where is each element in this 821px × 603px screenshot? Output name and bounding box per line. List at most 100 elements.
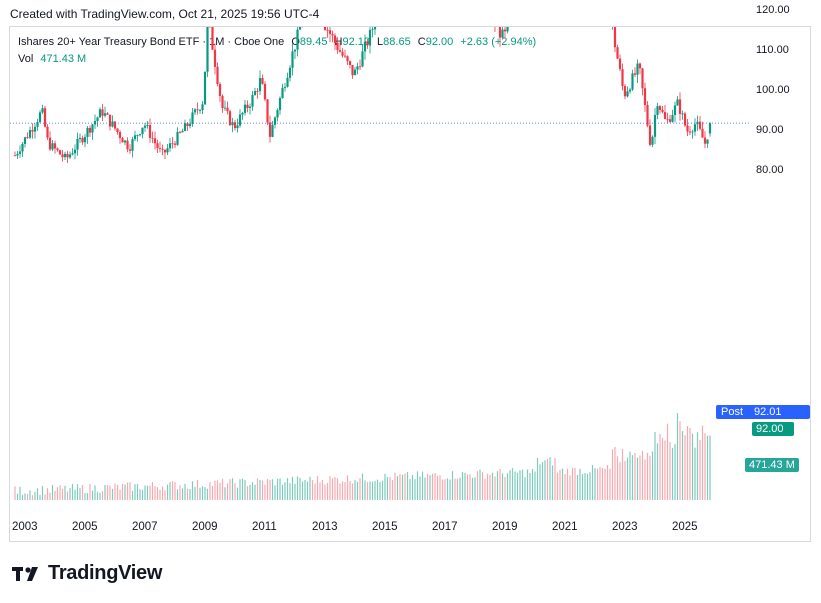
candle [91, 123, 94, 140]
volume-bar [66, 491, 69, 500]
volume-bar [134, 484, 136, 500]
volume-bar [61, 488, 64, 500]
candle [173, 140, 177, 149]
volume-bar [89, 483, 91, 500]
volume-bar [621, 448, 624, 500]
volume-bar [354, 480, 356, 500]
candle [506, 27, 509, 34]
volume-bar [106, 485, 109, 500]
volume-bar [91, 490, 94, 500]
volume-bar [646, 452, 649, 500]
volume-bar [41, 486, 44, 500]
volume-bar [371, 481, 374, 500]
candle [628, 87, 632, 94]
volume-bar [331, 478, 334, 500]
volume-bar [164, 490, 166, 500]
candle [158, 141, 162, 153]
volume-bar [111, 488, 114, 500]
volume-bar [454, 478, 456, 500]
volume-bar [544, 460, 546, 500]
candle [373, 27, 377, 35]
volume-bar [591, 464, 594, 500]
volume-bar [509, 470, 511, 500]
candle [361, 44, 364, 68]
candle [281, 83, 284, 99]
candle [363, 34, 367, 60]
candle [43, 105, 47, 128]
volume-bar [526, 469, 529, 500]
volume-bar [699, 440, 701, 500]
candle [193, 107, 197, 116]
y-tick-label: 100.00 [756, 84, 790, 96]
candle [196, 102, 199, 115]
volume-bar [156, 487, 159, 500]
volume-bar [234, 483, 236, 500]
candle [186, 121, 189, 131]
candle [236, 118, 239, 133]
volume-bar [486, 473, 489, 500]
volume-bar [64, 485, 66, 500]
volume-bar [326, 482, 329, 500]
candle [121, 136, 124, 143]
candle [333, 33, 337, 50]
volume-bar [166, 484, 169, 500]
volume-bar [76, 484, 79, 500]
volume-bar [21, 495, 24, 500]
volume-bar [586, 473, 589, 500]
candle [183, 119, 187, 132]
legend-open: O89.45 [291, 36, 328, 48]
candle [251, 90, 254, 111]
candle [666, 112, 669, 124]
volume-bar [374, 480, 376, 500]
last-price-badge: 92.00 [752, 422, 794, 436]
candle [58, 149, 62, 155]
volume-bar [679, 421, 681, 500]
volume-bar [309, 476, 311, 500]
volume-bar [276, 478, 279, 500]
candle [353, 66, 357, 76]
volume-bar [694, 447, 696, 500]
legend-close: C92.00 [417, 36, 454, 48]
volume-bar [214, 480, 216, 500]
volume-bar [299, 477, 301, 500]
volume-bar [474, 477, 476, 500]
candle [331, 30, 334, 43]
candle [31, 123, 34, 139]
volume-label[interactable]: Vol [18, 53, 34, 65]
candle [248, 103, 252, 115]
volume-bar [99, 492, 101, 500]
volume-bar [56, 487, 59, 500]
candle [356, 62, 359, 75]
volume-bar [69, 488, 71, 500]
volume-bar [439, 475, 441, 500]
candle [176, 127, 179, 146]
candle [673, 101, 677, 123]
price-chart[interactable] [10, 27, 750, 515]
candle [118, 129, 122, 144]
volume-bar [159, 489, 161, 500]
x-tick-label: 2013 [312, 521, 338, 533]
volume-bar [146, 485, 149, 500]
volume-bar [211, 486, 214, 500]
volume-bar [546, 458, 549, 500]
volume-bar [466, 474, 469, 500]
volume-bar [199, 487, 201, 500]
candle [291, 42, 294, 76]
candle [273, 116, 277, 129]
candle [166, 143, 169, 156]
candle [108, 114, 112, 131]
tradingview-logo[interactable]: TradingView [12, 562, 162, 585]
candle [113, 121, 117, 131]
volume-bar [149, 485, 151, 500]
volume-bar [34, 491, 36, 500]
volume-bar [441, 479, 444, 500]
legend-symbol[interactable]: Ishares 20+ Year Treasury Bond ETF · 1M … [18, 36, 285, 48]
volume-bar [344, 482, 346, 500]
volume-bar [421, 471, 424, 500]
volume-bar [409, 479, 411, 500]
volume-bar [351, 483, 354, 500]
candle [191, 107, 194, 127]
candle [696, 115, 699, 131]
candle [151, 131, 154, 144]
candle [88, 125, 92, 137]
